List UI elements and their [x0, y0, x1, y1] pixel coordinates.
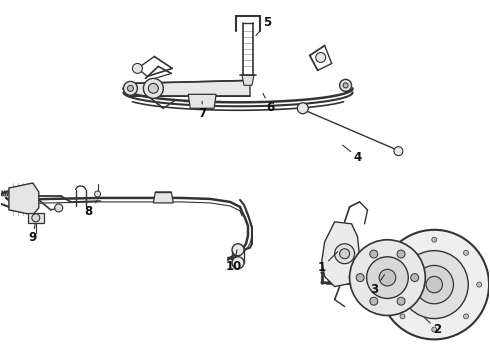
Text: 10: 10	[226, 250, 242, 273]
Circle shape	[370, 250, 378, 258]
Circle shape	[144, 78, 163, 98]
Circle shape	[367, 257, 408, 298]
Circle shape	[400, 250, 405, 255]
Text: 3: 3	[370, 275, 385, 296]
Text: 7: 7	[198, 101, 206, 120]
Circle shape	[123, 81, 137, 95]
Circle shape	[297, 103, 308, 114]
Circle shape	[464, 250, 468, 255]
Circle shape	[397, 250, 405, 258]
Circle shape	[379, 269, 396, 286]
Polygon shape	[242, 75, 254, 85]
Polygon shape	[130, 80, 250, 96]
Circle shape	[432, 237, 437, 242]
Text: 9: 9	[29, 220, 37, 244]
Circle shape	[349, 240, 425, 315]
Text: 5: 5	[256, 16, 271, 36]
Circle shape	[335, 244, 355, 264]
Circle shape	[340, 80, 352, 91]
Circle shape	[127, 85, 133, 91]
Circle shape	[415, 265, 453, 304]
Circle shape	[232, 244, 244, 256]
Circle shape	[132, 63, 143, 73]
Circle shape	[379, 230, 489, 339]
Circle shape	[343, 83, 348, 88]
Polygon shape	[153, 192, 173, 203]
Circle shape	[340, 249, 349, 259]
Text: 8: 8	[84, 200, 98, 219]
Circle shape	[464, 314, 468, 319]
Polygon shape	[322, 222, 360, 287]
Circle shape	[400, 314, 405, 319]
Polygon shape	[188, 94, 216, 108]
Circle shape	[232, 257, 244, 269]
Text: 4: 4	[343, 145, 362, 163]
Polygon shape	[9, 183, 39, 215]
Circle shape	[316, 53, 326, 62]
Circle shape	[426, 276, 442, 293]
Circle shape	[411, 274, 418, 282]
Circle shape	[95, 191, 100, 197]
Circle shape	[432, 327, 437, 332]
Circle shape	[356, 274, 364, 282]
Circle shape	[400, 251, 468, 319]
Circle shape	[55, 204, 63, 212]
Circle shape	[148, 84, 158, 93]
Circle shape	[387, 282, 392, 287]
Text: 6: 6	[263, 93, 274, 114]
Polygon shape	[28, 213, 44, 223]
Circle shape	[394, 147, 403, 156]
Text: 1: 1	[318, 252, 338, 274]
Circle shape	[32, 214, 40, 222]
Circle shape	[477, 282, 482, 287]
Circle shape	[397, 297, 405, 305]
Text: 2: 2	[424, 318, 441, 336]
Circle shape	[370, 297, 378, 305]
